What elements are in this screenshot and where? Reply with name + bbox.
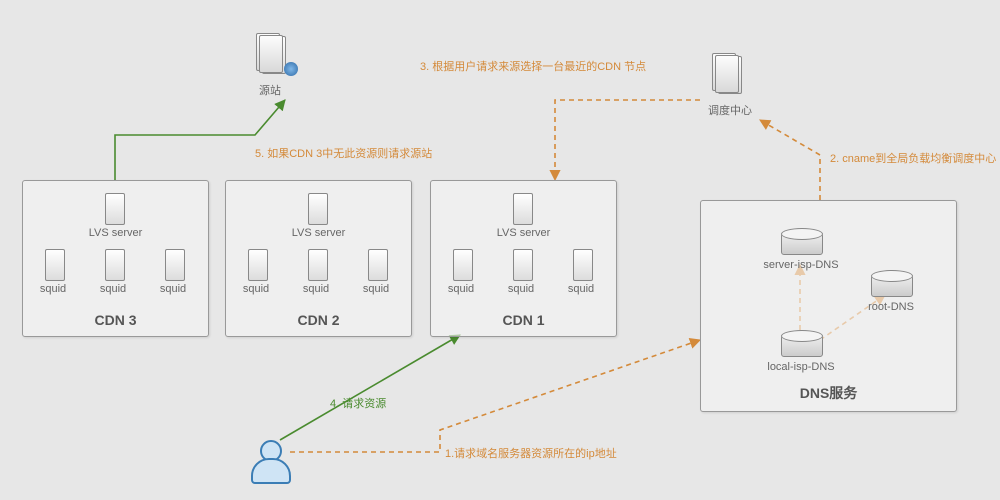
server-isp-dns-label: server-isp-DNS xyxy=(751,259,851,271)
annotation-2: 2. cname到全局负载均衡调度中心 xyxy=(830,150,996,166)
cdn1-squid3-icon xyxy=(573,249,593,281)
annotation-5: 5. 如果CDN 3中无此资源则请求源站 xyxy=(255,145,432,161)
edge-e4 xyxy=(280,335,460,440)
origin-label: 源站 xyxy=(240,82,300,98)
cdn1-squid2-icon xyxy=(513,249,533,281)
dispatch-server-icon xyxy=(718,56,740,92)
cdn2-squid1-icon xyxy=(248,249,268,281)
cdn2-lvs-icon xyxy=(308,193,328,225)
edge-e2 xyxy=(760,120,820,200)
cdn1-title: CDN 1 xyxy=(431,312,616,328)
cdn3-squid1-icon xyxy=(45,249,65,281)
cdn3-squid3-label: squid xyxy=(153,283,193,295)
dns-box: server-isp-DNS root-DNS local-isp-DNS DN… xyxy=(700,200,957,412)
root-dns-icon xyxy=(871,271,911,297)
local-isp-dns-label: local-isp-DNS xyxy=(751,361,851,373)
local-isp-dns-icon xyxy=(781,331,821,357)
globe-icon xyxy=(284,62,298,76)
cdn1-squid1-label: squid xyxy=(441,283,481,295)
cdn2-squid2-icon xyxy=(308,249,328,281)
user-icon xyxy=(250,440,290,484)
edge-e3 xyxy=(555,100,700,180)
cdn3-lvs-label: LVS server xyxy=(23,227,208,239)
annotation-1: 1.请求域名服务器资源所在的ip地址 xyxy=(445,445,617,461)
cdn3-title: CDN 3 xyxy=(23,312,208,328)
annotation-4: 4. 请求资源 xyxy=(330,395,386,411)
cdn1-lvs-label: LVS server xyxy=(431,227,616,239)
edge-e5 xyxy=(115,100,285,180)
cdn2-squid1-label: squid xyxy=(236,283,276,295)
cdn3-squid1-label: squid xyxy=(33,283,73,295)
origin-server-icon xyxy=(262,36,284,72)
cdn1-lvs-icon xyxy=(513,193,533,225)
cdn1-squid3-label: squid xyxy=(561,283,601,295)
cdn2-squid3-label: squid xyxy=(356,283,396,295)
cdn1-squid2-label: squid xyxy=(501,283,541,295)
dns-title: DNS服务 xyxy=(701,383,956,403)
root-dns-label: root-DNS xyxy=(851,301,931,313)
cdn1-box: LVS server squid squid squid CDN 1 xyxy=(430,180,617,337)
cdn3-squid2-icon xyxy=(105,249,125,281)
cdn3-squid2-label: squid xyxy=(93,283,133,295)
cdn2-lvs-label: LVS server xyxy=(226,227,411,239)
server-isp-dns-icon xyxy=(781,229,821,255)
cdn2-title: CDN 2 xyxy=(226,312,411,328)
cdn3-squid3-icon xyxy=(165,249,185,281)
cdn1-squid1-icon xyxy=(453,249,473,281)
cdn3-lvs-icon xyxy=(105,193,125,225)
cdn2-squid2-label: squid xyxy=(296,283,336,295)
cdn2-squid3-icon xyxy=(368,249,388,281)
dispatch-label: 调度中心 xyxy=(695,102,765,118)
annotation-3: 3. 根据用户请求来源选择一台最近的CDN 节点 xyxy=(420,58,646,74)
cdn3-box: LVS server squid squid squid CDN 3 xyxy=(22,180,209,337)
cdn2-box: LVS server squid squid squid CDN 2 xyxy=(225,180,412,337)
